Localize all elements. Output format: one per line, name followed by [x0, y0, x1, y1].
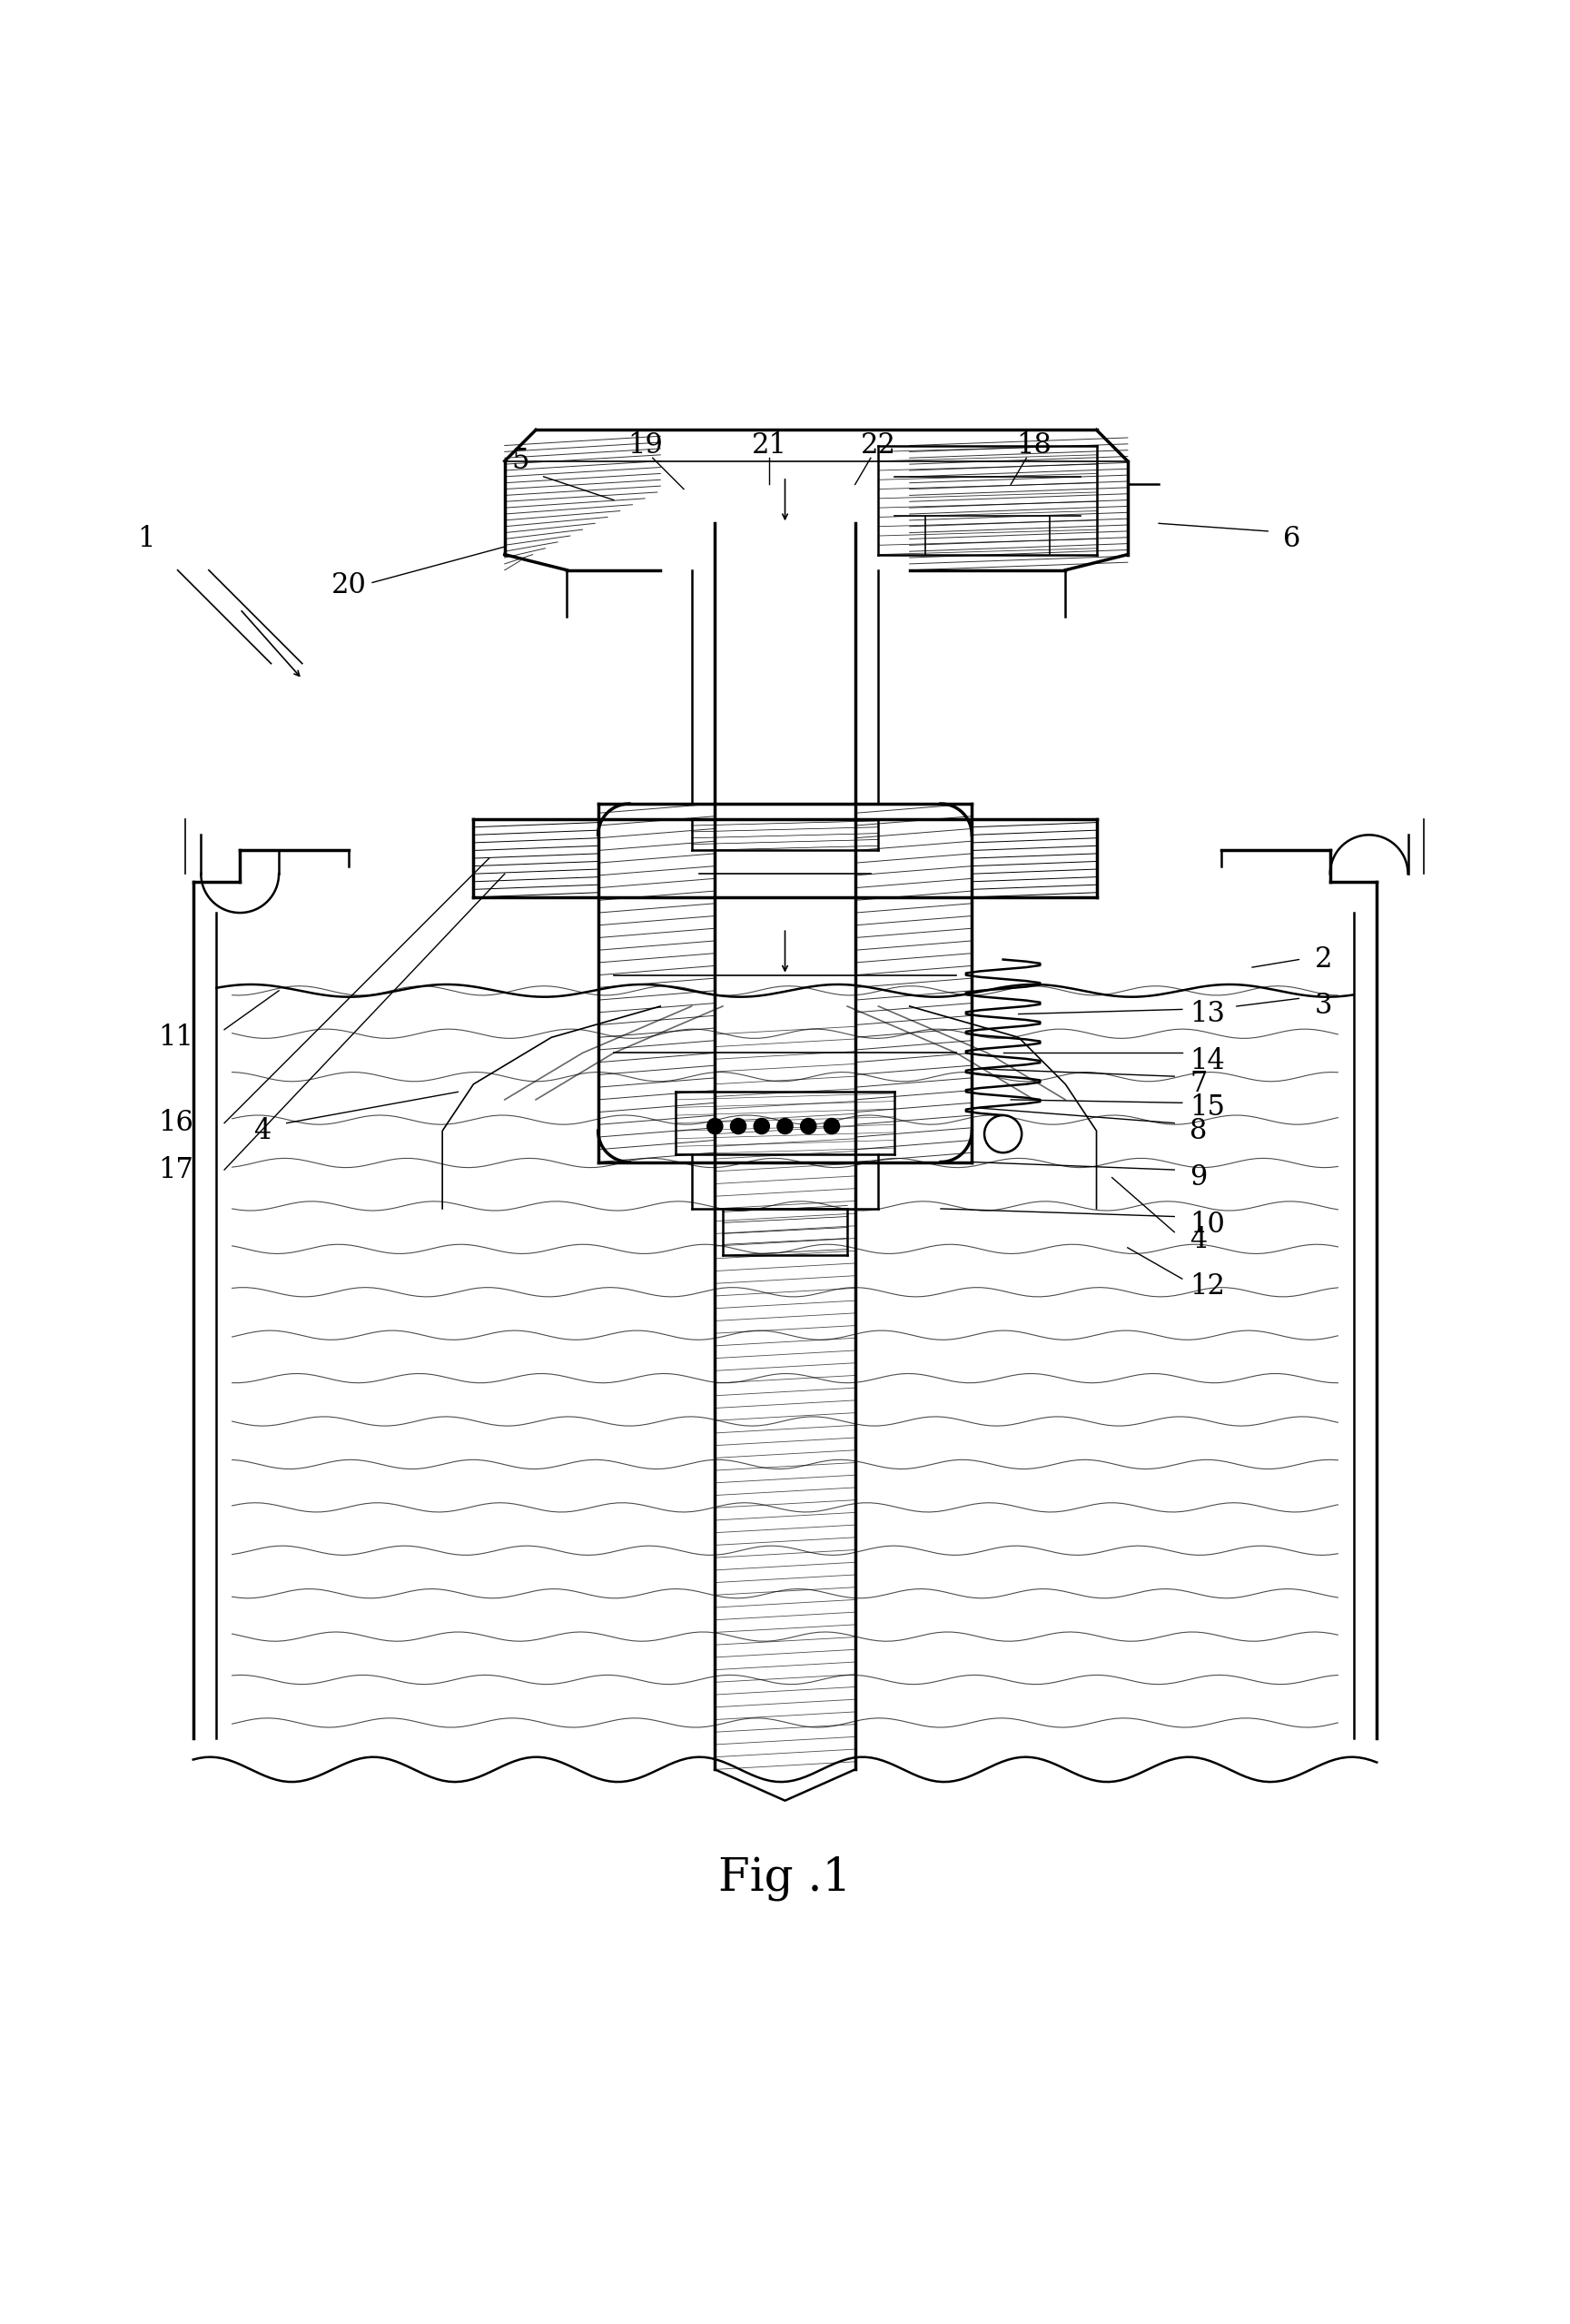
Circle shape: [707, 1118, 722, 1134]
Text: 21: 21: [752, 432, 787, 460]
Text: 5: 5: [512, 446, 529, 474]
Text: 16: 16: [159, 1109, 193, 1136]
Text: 10: 10: [1190, 1211, 1225, 1239]
Text: 11: 11: [157, 1023, 193, 1050]
Text: 14: 14: [1190, 1046, 1225, 1074]
Circle shape: [801, 1118, 816, 1134]
Text: 1: 1: [138, 525, 155, 553]
Circle shape: [984, 1116, 1022, 1153]
Text: 18: 18: [1016, 432, 1052, 460]
Text: Fig .1: Fig .1: [719, 1857, 851, 1901]
Circle shape: [777, 1118, 793, 1134]
Text: 2: 2: [1314, 946, 1333, 974]
Text: 8: 8: [1190, 1118, 1207, 1146]
Text: 12: 12: [1190, 1274, 1225, 1301]
Text: 15: 15: [1190, 1092, 1225, 1122]
Circle shape: [730, 1118, 746, 1134]
Circle shape: [754, 1118, 769, 1134]
Circle shape: [824, 1118, 840, 1134]
Text: 22: 22: [860, 432, 896, 460]
Text: 17: 17: [159, 1155, 193, 1183]
Text: 4: 4: [1190, 1225, 1207, 1255]
Text: 6: 6: [1283, 525, 1302, 553]
Text: 20: 20: [331, 572, 366, 600]
Text: 3: 3: [1314, 992, 1333, 1020]
Text: 19: 19: [628, 432, 663, 460]
Text: 13: 13: [1190, 999, 1225, 1027]
Text: 4: 4: [254, 1118, 272, 1146]
Text: 7: 7: [1190, 1069, 1207, 1099]
Text: 9: 9: [1190, 1164, 1207, 1192]
